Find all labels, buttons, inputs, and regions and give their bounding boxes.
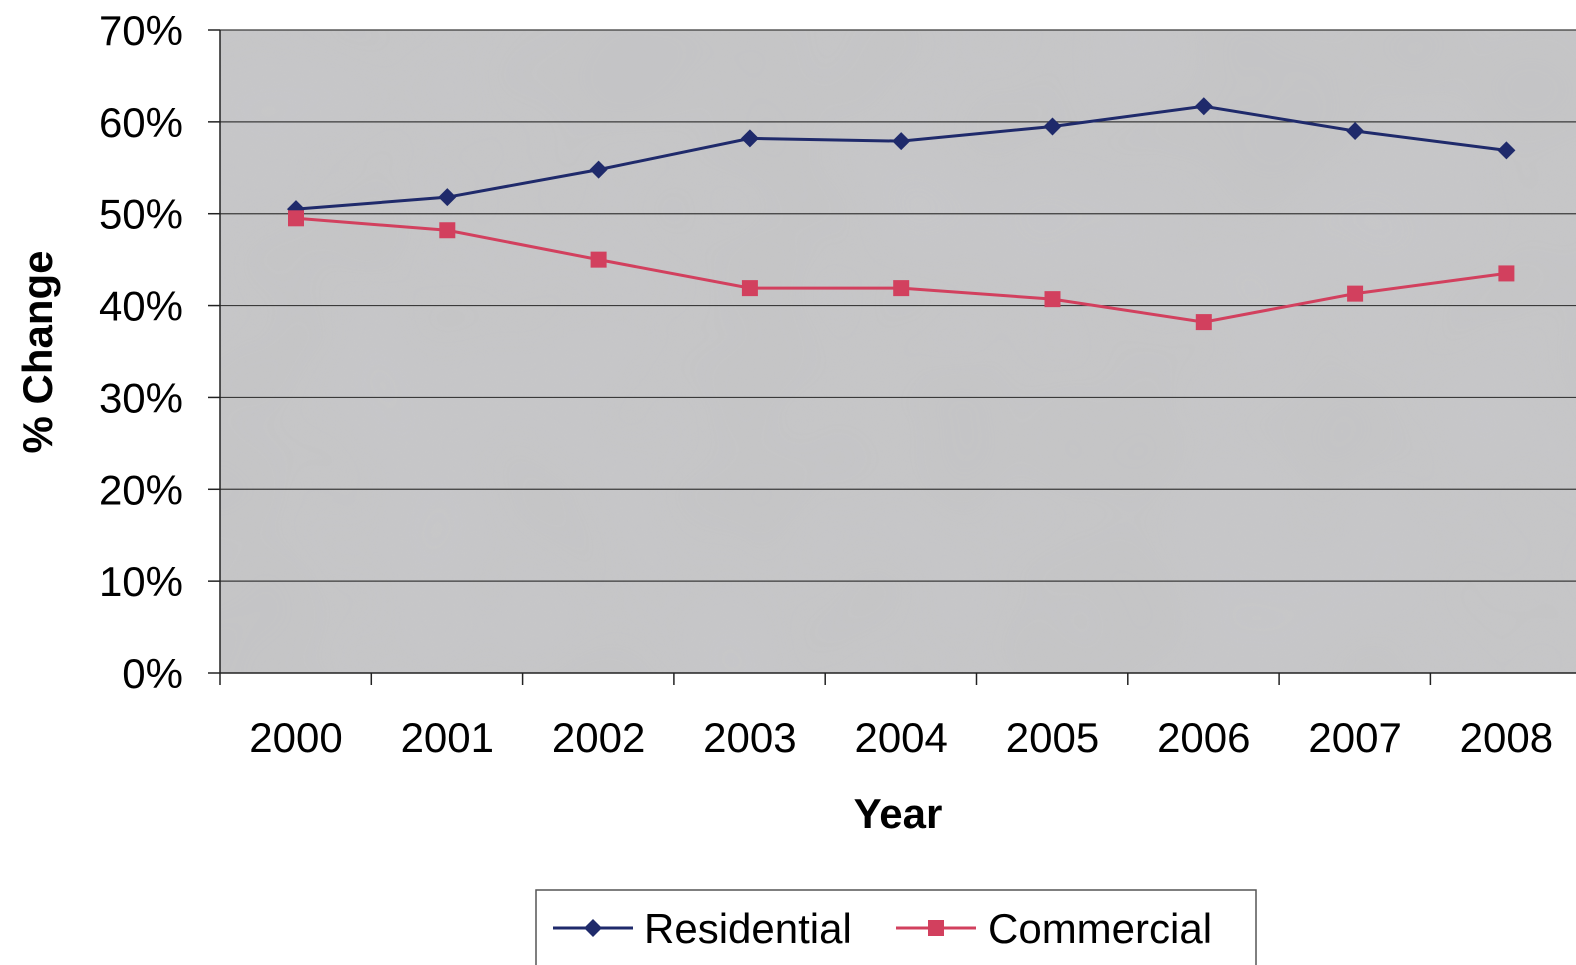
data-point-commercial — [1498, 265, 1515, 282]
data-point-commercial — [893, 280, 910, 297]
y-tick-label: 0% — [122, 650, 183, 697]
series-commercial — [288, 210, 1515, 331]
data-point-residential — [1497, 141, 1516, 160]
data-point-residential — [740, 129, 759, 148]
data-point-residential — [438, 188, 457, 207]
x-tick-label: 2001 — [401, 714, 494, 761]
data-point-commercial — [1044, 291, 1061, 308]
x-tick-label: 2003 — [703, 714, 796, 761]
data-point-residential — [1043, 117, 1062, 136]
y-tick-label: 70% — [99, 7, 183, 54]
y-tick-label: 50% — [99, 191, 183, 238]
y-axis: 0% 10% 20% 30% 40% 50% 60% 70% — [99, 7, 221, 697]
x-tick-label: 2002 — [552, 714, 645, 761]
y-tick-label: 40% — [99, 283, 183, 330]
x-tick-label: 2005 — [1006, 714, 1099, 761]
legend-marker-residential — [584, 919, 602, 937]
x-tick-label: 2007 — [1308, 714, 1401, 761]
legend: Residential Commercial — [535, 889, 1257, 965]
legend-label-residential: Residential — [644, 905, 852, 952]
y-tick-label: 10% — [99, 558, 183, 605]
data-point-commercial — [439, 222, 456, 239]
y-tick-label: 20% — [99, 466, 183, 513]
plot-area — [220, 30, 1576, 673]
data-point-commercial — [741, 280, 758, 297]
legend-marker-commercial — [928, 920, 944, 936]
data-point-residential — [1346, 122, 1365, 141]
data-point-commercial — [590, 251, 607, 268]
data-point-residential — [1194, 97, 1213, 116]
x-tick-label: 2008 — [1460, 714, 1553, 761]
x-axis-title: Year — [854, 790, 943, 837]
plot-speckle — [220, 30, 1576, 673]
data-point-commercial — [1195, 314, 1212, 331]
y-tick-label: 60% — [99, 99, 183, 146]
legend-label-commercial: Commercial — [988, 905, 1212, 952]
series-residential — [287, 97, 1516, 219]
data-point-residential — [589, 160, 608, 179]
legend-item-commercial: Commercial — [896, 905, 1212, 952]
x-tick-label: 2004 — [854, 714, 947, 761]
x-axis: 2000 2001 2002 2003 2004 2005 2006 2007 2008 — [219, 672, 1576, 761]
gridlines — [220, 29, 1576, 582]
legend-items: Residential Commercial — [553, 905, 1212, 952]
data-point-residential — [892, 132, 911, 151]
x-tick-label: 2000 — [249, 714, 342, 761]
y-tick-label: 30% — [99, 374, 183, 421]
data-point-commercial — [288, 210, 304, 227]
series-layer — [287, 97, 1516, 331]
y-axis-title: % Change — [14, 250, 61, 453]
data-point-commercial — [1347, 285, 1364, 302]
legend-item-residential: Residential — [553, 905, 852, 952]
x-tick-label: 2006 — [1157, 714, 1250, 761]
